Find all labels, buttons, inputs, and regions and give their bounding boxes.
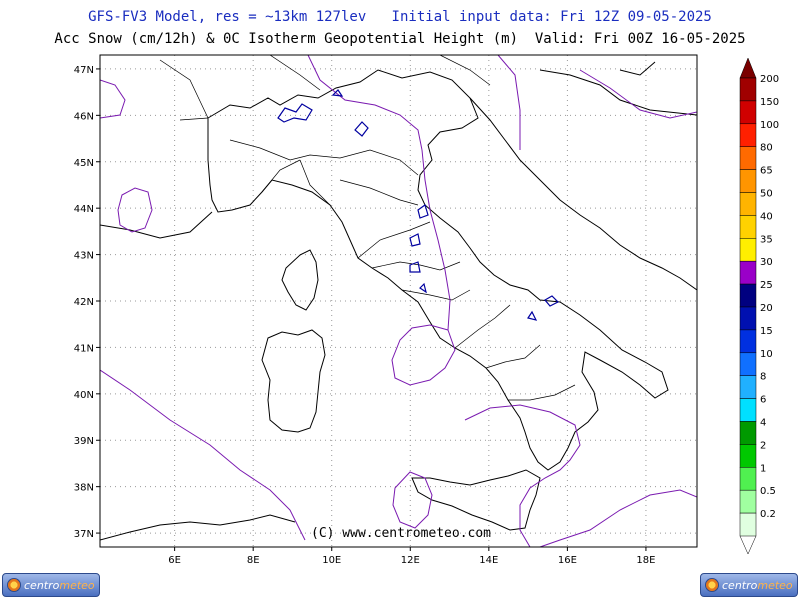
centrometeo-logo-left[interactable]: centrometeo (2, 573, 100, 597)
color-legend: 200 150 100 80 65 50 40 35 30 25 20 15 10 8 6 4 2 1 0.5 0.2 (739, 57, 779, 555)
lon-label: 14E (479, 555, 498, 566)
legend-swatch (739, 512, 757, 537)
legend-level-label: 100 (760, 120, 779, 131)
legend-level-label: 150 (760, 97, 779, 108)
legend-swatch (739, 123, 757, 147)
legend-swatch (739, 215, 757, 239)
legend-level-label: 6 (760, 395, 766, 406)
legend-swatch (739, 467, 757, 491)
legend-level-label: 20 (760, 303, 773, 314)
legend-level-label: 40 (760, 211, 773, 222)
legend-level-label: 0.2 (760, 509, 776, 520)
snow-patches (277, 89, 560, 321)
legend-swatch (739, 238, 757, 262)
lon-label: 8E (247, 555, 260, 566)
logo-text-part1: centro (722, 578, 758, 592)
region-borders (159, 55, 576, 401)
lat-label: 45N (74, 158, 94, 169)
legend-level-label: 1 (760, 463, 766, 474)
grid-lines (100, 55, 697, 547)
lat-label: 44N (74, 204, 94, 215)
sicily-coastline (411, 469, 541, 531)
legend-swatch (739, 329, 757, 354)
legend-level-label: 30 (760, 257, 773, 268)
copyright-text: (C) www.centrometeo.com (311, 526, 492, 541)
legend-swatch (739, 100, 757, 125)
sardinia-coastline (261, 329, 326, 433)
centrometeo-logo-right[interactable]: centrometeo (700, 573, 798, 597)
legend-swatch (739, 306, 757, 331)
legend-swatch (739, 77, 757, 102)
title-field-info: Acc Snow (cm/12h) & 0C Isotherm Geopoten… (54, 31, 746, 47)
legend-level-label: 25 (760, 280, 773, 291)
legend-level-label: 10 (760, 349, 773, 360)
legend-swatch (739, 192, 757, 216)
legend-swatch (739, 352, 757, 376)
coastlines (100, 61, 697, 541)
legend-level-label: 50 (760, 189, 773, 200)
legend-swatch (739, 421, 757, 445)
legend-level-label: 15 (760, 326, 773, 337)
lat-label: 40N (74, 390, 94, 401)
legend-swatch (739, 375, 757, 399)
lat-label: 42N (74, 297, 94, 308)
lat-label: 39N (74, 436, 94, 447)
axis-labels: 47N 46N 45N 44N 43N 42N 41N 40N 39N 38N 37N 6E 8E 10E… (74, 65, 656, 566)
lat-label: 41N (74, 343, 94, 354)
corsica-coastline (281, 249, 319, 311)
logo-icon (7, 578, 21, 592)
legend-level-label: 200 (760, 74, 779, 85)
logo-text-part2: meteo (59, 578, 95, 592)
lat-label: 47N (74, 65, 94, 76)
legend-swatch (739, 169, 757, 193)
title-model-info: GFS-FV3 Model, res = ~13km 127lev Initia… (88, 9, 712, 25)
legend-swatch (739, 489, 757, 514)
legend-swatch (739, 260, 757, 285)
legend-level-label: 35 (760, 234, 773, 245)
legend-level-label: 4 (760, 418, 766, 429)
legend-arrow-bottom (739, 535, 757, 555)
isotherm-contours (100, 55, 697, 547)
logo-text-part1: centro (24, 578, 60, 592)
lon-label: 10E (322, 555, 341, 566)
lat-label: 43N (74, 251, 94, 262)
lat-label: 38N (74, 483, 94, 494)
map-frame (99, 54, 698, 548)
legend-level-label: 2 (760, 440, 766, 451)
lat-label: 37N (74, 529, 94, 540)
legend-swatch (739, 444, 757, 468)
lon-label: 18E (636, 555, 655, 566)
legend-level-label: 0.5 (760, 486, 776, 497)
legend-level-label: 8 (760, 372, 766, 383)
lon-label: 16E (558, 555, 577, 566)
legend-swatch (739, 398, 757, 422)
legend-level-label: 80 (760, 143, 773, 154)
legend-level-label: 65 (760, 166, 773, 177)
logo-text-part2: meteo (757, 578, 793, 592)
logo-icon (705, 578, 719, 592)
lat-label: 46N (74, 111, 94, 122)
lon-label: 6E (168, 555, 181, 566)
legend-swatch (739, 146, 757, 170)
legend-arrow-top (739, 57, 757, 79)
lon-label: 12E (401, 555, 420, 566)
legend-swatch (739, 283, 757, 308)
italy-coastline (207, 69, 669, 471)
